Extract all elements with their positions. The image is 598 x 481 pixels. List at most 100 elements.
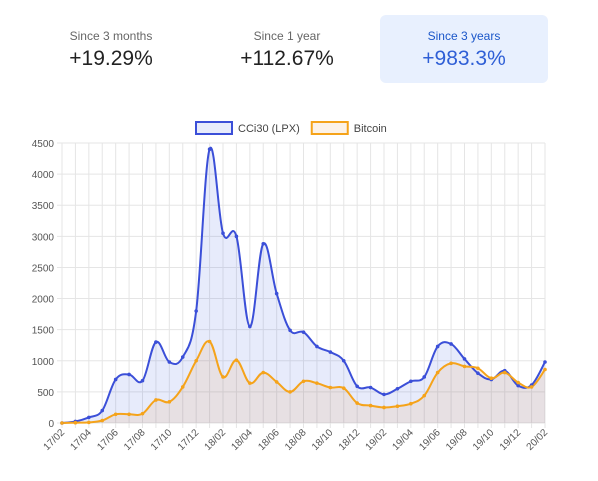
x-tick-label: 19/02: [364, 427, 390, 453]
data-point-lpx: [87, 415, 91, 420]
data-point-lpx: [140, 378, 145, 383]
data-point-lpx: [234, 234, 239, 239]
legend-item-bitcoin[interactable]: Bitcoin: [310, 121, 387, 135]
data-point-lpx: [221, 231, 225, 236]
y-tick-label: 3000: [32, 232, 55, 243]
data-point-lpx: [274, 291, 279, 296]
y-tick-label: 4000: [32, 170, 55, 181]
tab-label: Since 3 years: [427, 29, 501, 43]
data-point-lpx: [288, 328, 292, 333]
data-point-bitcoin: [154, 398, 158, 402]
series-points: [60, 147, 547, 425]
data-point-lpx: [100, 408, 105, 413]
data-point-bitcoin: [489, 376, 494, 381]
y-tick-label: 0: [48, 419, 54, 430]
data-point-bitcoin: [409, 401, 413, 406]
data-point-bitcoin: [449, 361, 453, 366]
x-tick-label: 17/08: [122, 427, 148, 453]
data-point-bitcoin: [127, 412, 131, 417]
data-point-lpx: [167, 360, 172, 364]
data-point-lpx: [180, 355, 185, 359]
data-point-lpx: [154, 340, 158, 344]
data-point-lpx: [194, 309, 198, 313]
tab-since-3-years[interactable]: Since 3 years +983.3%: [380, 15, 548, 83]
tab-value: +19.29%: [69, 47, 153, 70]
data-point-bitcoin: [261, 370, 266, 375]
x-tick-label: 19/06: [417, 427, 443, 453]
x-tick-label: 19/10: [471, 427, 497, 453]
data-point-lpx: [261, 242, 266, 246]
x-tick-label: 18/10: [310, 427, 336, 453]
series-area-lpx: [62, 147, 545, 424]
series-line-lpx: [61, 146, 546, 424]
data-point-bitcoin: [73, 420, 78, 425]
data-point-lpx: [328, 350, 333, 354]
x-tick-label: 17/12: [176, 427, 202, 453]
data-point-bitcoin: [516, 380, 520, 385]
legend-swatch: [195, 121, 233, 135]
data-point-lpx: [301, 330, 306, 334]
data-point-bitcoin: [395, 404, 400, 409]
data-point-bitcoin: [435, 370, 440, 375]
tab-label: Since 3 months: [69, 29, 153, 43]
data-point-lpx: [422, 375, 427, 379]
data-point-bitcoin: [288, 390, 292, 394]
performance-line-chart: 0 500 1000 1500 2000 2500 3000 3500 4000 4500 17/0…: [32, 121, 551, 453]
legend-item-lpx[interactable]: CCi30 (LPX): [195, 121, 300, 135]
data-point-lpx: [248, 324, 252, 329]
x-tick-label: 17/04: [68, 427, 94, 453]
data-point-bitcoin: [167, 400, 172, 404]
data-point-bitcoin: [194, 358, 198, 363]
data-point-bitcoin: [341, 386, 346, 390]
data-point-lpx: [127, 372, 131, 377]
legend-label: Bitcoin: [354, 123, 387, 135]
data-point-bitcoin: [140, 411, 145, 416]
data-point-bitcoin: [529, 385, 534, 389]
data-point-bitcoin: [221, 375, 225, 379]
data-point-bitcoin: [355, 401, 359, 405]
data-point-lpx: [462, 357, 467, 361]
data-point-lpx: [435, 344, 440, 349]
x-tick-label: 17/10: [149, 427, 175, 453]
y-tick-label: 3500: [32, 201, 55, 212]
data-point-lpx: [476, 371, 480, 376]
y-tick-label: 2500: [32, 263, 55, 274]
x-tick-label: 18/12: [337, 427, 363, 453]
data-point-bitcoin: [301, 379, 306, 384]
data-point-bitcoin: [476, 366, 480, 371]
data-point-lpx: [207, 147, 212, 152]
data-point-bitcoin: [87, 420, 91, 425]
y-tick-label: 1000: [32, 357, 55, 368]
x-tick-label: 19/08: [444, 427, 470, 453]
y-tick-label: 1500: [32, 326, 55, 337]
data-point-lpx: [355, 384, 359, 389]
data-point-bitcoin: [502, 370, 507, 375]
data-point-bitcoin: [462, 364, 467, 369]
data-point-lpx: [368, 385, 373, 390]
data-point-lpx: [341, 358, 346, 363]
tab-value: +983.3%: [422, 47, 506, 70]
x-tick-label: 20/02: [525, 427, 551, 453]
data-point-bitcoin: [368, 403, 373, 408]
data-point-bitcoin: [315, 381, 319, 385]
data-point-bitcoin: [234, 358, 239, 362]
x-tick-label: 19/04: [390, 427, 416, 453]
legend[interactable]: CCi30 (LPX) Bitcoin: [195, 121, 387, 135]
data-point-bitcoin: [207, 339, 212, 344]
grid: [57, 142, 546, 428]
data-point-bitcoin: [422, 393, 427, 398]
tab-label: Since 1 year: [253, 29, 321, 43]
y-tick-label: 2000: [32, 295, 55, 306]
period-tabs: Since 3 months +19.29% Since 1 year +112…: [0, 0, 598, 92]
x-tick-label: 18/04: [229, 427, 255, 453]
x-tick-label: 18/02: [203, 427, 229, 453]
data-point-bitcoin: [180, 385, 185, 389]
tab-since-3-months[interactable]: Since 3 months +19.29%: [27, 15, 195, 83]
tab-since-1-year[interactable]: Since 1 year +112.67%: [203, 15, 371, 83]
data-point-bitcoin: [100, 418, 105, 423]
data-point-lpx: [543, 360, 547, 364]
data-point-bitcoin: [248, 381, 252, 385]
data-point-lpx: [315, 344, 319, 349]
legend-swatch: [310, 121, 349, 135]
data-point-lpx: [449, 342, 453, 346]
